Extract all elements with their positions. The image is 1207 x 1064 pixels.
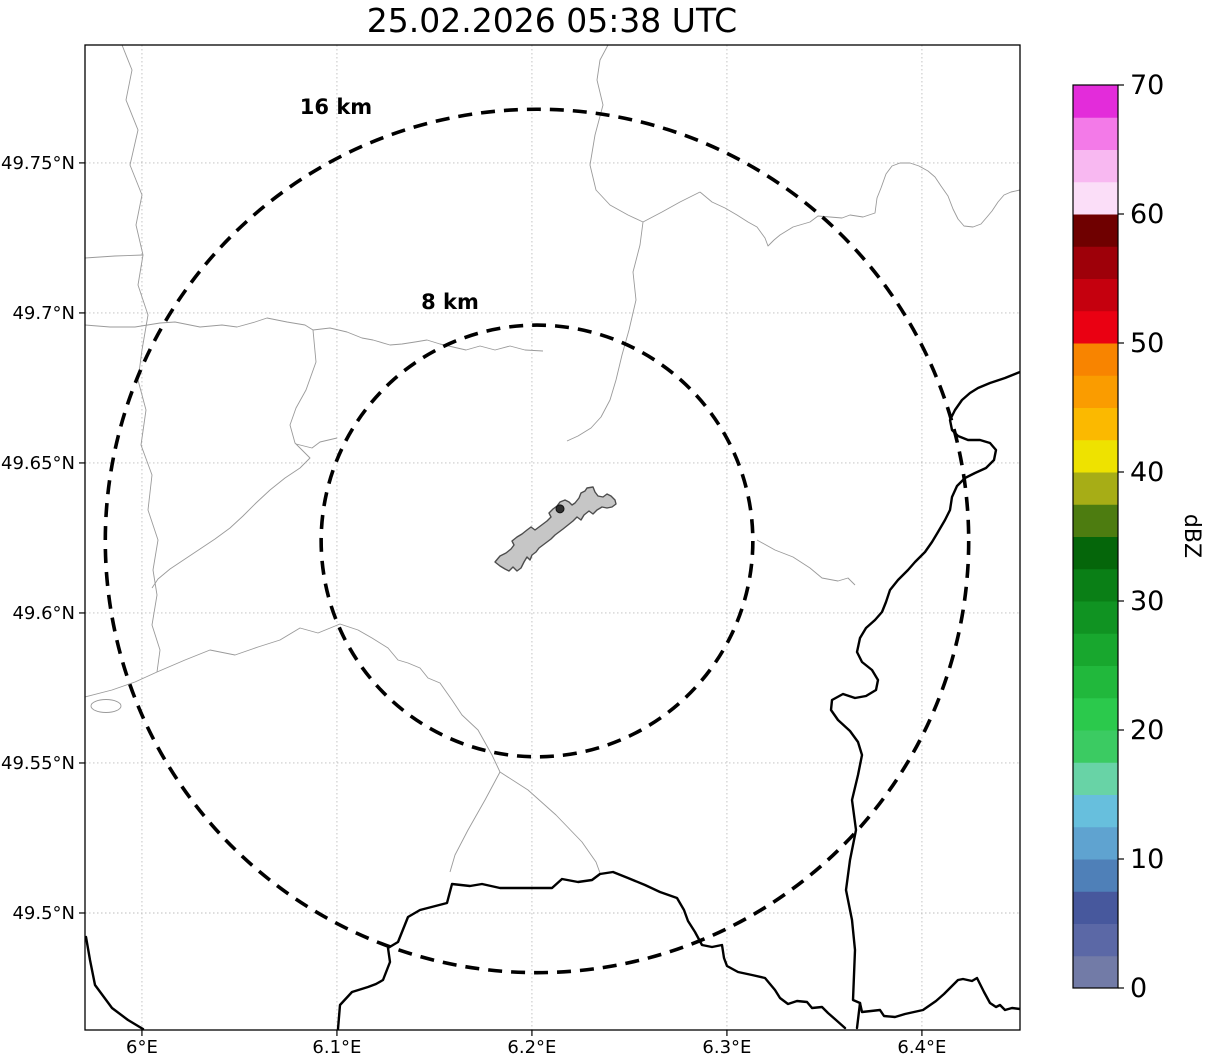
colorbar-segment (1073, 891, 1118, 924)
y-tick-label: 49.55°N (1, 753, 75, 774)
colorbar: 0 10 20 30 40 50 60 70 (1072, 70, 1164, 1004)
colorbar-segment (1073, 149, 1118, 183)
colorbar-segment (1073, 214, 1118, 247)
admin-boundary (85, 254, 144, 259)
colorbar-segment (1073, 762, 1118, 795)
colorbar-tick-label: 60 (1130, 199, 1164, 230)
admin-boundary (156, 623, 501, 773)
range-ring-8km (319, 323, 755, 759)
y-tick-label: 49.5°N (12, 903, 75, 924)
radar-site-marker (555, 504, 565, 514)
admin-boundary (756, 539, 856, 586)
range-ring-label-16km: 16 km (300, 95, 372, 119)
national-border (858, 976, 1020, 1019)
y-tick-label: 49.7°N (12, 303, 75, 324)
national-border (336, 870, 847, 1030)
colorbar-segment (1073, 278, 1118, 312)
colorbar-tick-label: 30 (1130, 586, 1164, 617)
city-area-polygon (494, 486, 617, 572)
colorbar-segment (1073, 439, 1118, 473)
x-tick-label: 6°E (126, 1037, 158, 1058)
admin-boundary (449, 771, 501, 873)
admin-boundary (121, 45, 161, 673)
colorbar-frame (1072, 84, 1119, 989)
plot-frame (84, 44, 1021, 1031)
range-ring-label-8km: 8 km (421, 290, 479, 314)
admin-boundary (589, 45, 701, 223)
x-tick-label: 6.2°E (507, 1037, 556, 1058)
admin-boundary (85, 317, 544, 352)
colorbar-tick-label: 50 (1130, 328, 1164, 359)
national-border (85, 935, 145, 1030)
range-rings-layer (103, 107, 971, 975)
y-tick-label: 49.6°N (12, 603, 75, 624)
colorbar-segment (1073, 697, 1118, 731)
admin-boundary-enclave (90, 699, 122, 713)
colorbar-segment (1073, 730, 1118, 763)
colorbar-segment (1073, 633, 1118, 666)
colorbar-segment (1073, 504, 1118, 537)
geography-layer (85, 45, 1020, 1030)
range-ring-16km (103, 107, 971, 975)
admin-boundary (151, 329, 317, 589)
admin-boundary (566, 221, 644, 442)
colorbar-segment (1073, 472, 1118, 505)
national-border-river (829, 370, 1020, 1030)
colorbar-segment (1073, 826, 1118, 860)
colorbar-segment (1073, 955, 1118, 989)
colorbar-segment (1073, 181, 1118, 215)
admin-boundary (699, 162, 1020, 247)
colorbar-segment (1073, 407, 1118, 441)
colorbar-segment (1073, 665, 1118, 699)
admin-boundary (499, 771, 601, 874)
colorbar-segment (1073, 859, 1118, 892)
plot-title: 25.02.2026 05:38 UTC (367, 1, 737, 40)
admin-boundary (295, 437, 338, 449)
x-tick-label: 6.4°E (897, 1037, 946, 1058)
colorbar-tick-label: 40 (1130, 457, 1164, 488)
colorbar-tick-label: 70 (1130, 70, 1164, 101)
colorbar-segment (1073, 246, 1118, 279)
y-tick-label: 49.65°N (1, 453, 75, 474)
colorbar-segment (1073, 343, 1118, 376)
colorbar-unit-label: dBZ (1179, 514, 1204, 558)
colorbar-segment (1073, 117, 1118, 150)
colorbar-segment (1073, 375, 1118, 408)
colorbar-segment (1073, 601, 1118, 634)
colorbar-tick-label: 20 (1130, 715, 1164, 746)
colorbar-segment (1073, 310, 1118, 344)
colorbar-segment (1073, 568, 1118, 602)
x-tick-label: 6.3°E (702, 1037, 751, 1058)
colorbar-segment (1073, 794, 1118, 828)
colorbar-segment (1073, 536, 1118, 570)
axis-labels: 6°E 6.1°E 6.2°E 6.3°E 6.4°E 49.5°N 49.55°N 49.6… (1, 153, 946, 1058)
admin-boundary (85, 671, 158, 698)
colorbar-segment (1073, 923, 1118, 957)
y-tick-label: 49.75°N (1, 153, 75, 174)
colorbar-tick-label: 10 (1130, 844, 1164, 875)
colorbar-tick-label: 0 (1130, 973, 1147, 1004)
x-tick-label: 6.1°E (312, 1037, 361, 1058)
colorbar-segment (1073, 85, 1118, 118)
